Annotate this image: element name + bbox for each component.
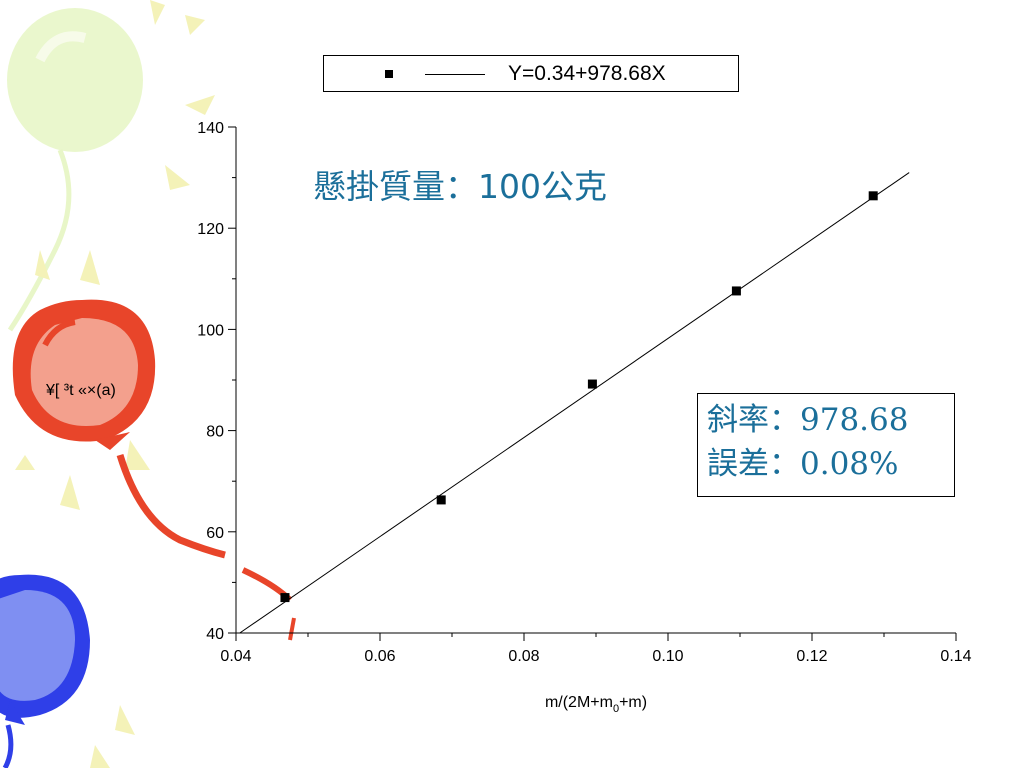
result-box: 斜率：978.68 誤差：0.08% — [697, 393, 955, 497]
y-tick-label: 100 — [197, 322, 224, 339]
x-axis-label-base: m/(2M+m — [545, 694, 613, 711]
y-tick-label: 80 — [206, 424, 224, 441]
data-points — [280, 191, 878, 603]
y-tick-label: 60 — [206, 525, 224, 542]
x-tick-label: 0.08 — [508, 648, 539, 665]
x-axis-label: m/(2M+m0+m) — [545, 694, 647, 715]
x-tick-label: 0.12 — [796, 648, 827, 665]
green-balloon-icon — [7, 8, 143, 332]
balloon-label: ¥[ ³t «×(a) — [46, 382, 116, 399]
data-point — [280, 593, 290, 603]
x-tick-label: 0.04 — [220, 648, 251, 665]
data-point — [868, 191, 878, 201]
slope-text: 斜率：978.68 — [707, 402, 909, 438]
y-tick-label: 140 — [197, 120, 224, 137]
y-tick-label: 40 — [206, 626, 224, 643]
y-tick-label: 120 — [197, 221, 224, 238]
fit-line — [239, 172, 910, 634]
x-tick-label: 0.06 — [364, 648, 395, 665]
chart-ticks: 0.04 0.06 0.08 0.10 0.12 0.14 40 60 80 100 120 140 — [197, 120, 971, 665]
data-point — [587, 379, 597, 389]
x-axis-label-tail: +m) — [619, 694, 647, 711]
legend-marker-square — [385, 70, 393, 78]
data-point — [731, 286, 741, 296]
x-axis-label-sub: 0 — [613, 703, 619, 715]
data-point — [436, 495, 446, 505]
mass-annotation: 懸掛質量：100公克 — [313, 167, 607, 206]
chart-legend: Y=0.34+978.68X — [323, 55, 739, 92]
error-text: 誤差：0.08% — [707, 446, 899, 482]
x-tick-label: 0.14 — [940, 648, 971, 665]
sparkle-icon — [15, 0, 215, 768]
x-tick-label: 0.10 — [652, 648, 683, 665]
red-balloon-icon — [12, 299, 296, 641]
fit-line-group — [239, 172, 910, 634]
blue-balloon-icon — [0, 574, 90, 768]
legend-line — [425, 74, 485, 75]
legend-label: Y=0.34+978.68X — [508, 62, 666, 85]
